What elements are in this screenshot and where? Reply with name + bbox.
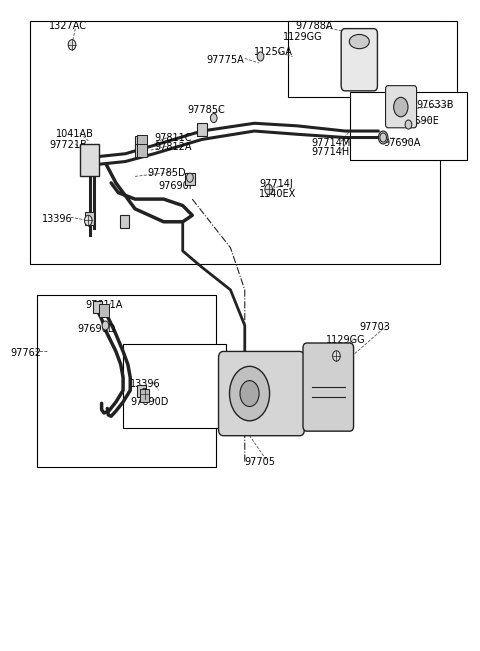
Bar (137, 135, 147, 148)
Bar (197, 123, 206, 136)
Text: 1327AC: 1327AC (49, 21, 87, 31)
Text: 97721B: 97721B (49, 141, 87, 150)
Text: 1129GG: 1129GG (326, 335, 366, 345)
Circle shape (380, 133, 386, 142)
Text: 97762: 97762 (10, 348, 41, 358)
Text: 97703: 97703 (360, 322, 390, 332)
Circle shape (394, 98, 408, 117)
Bar (120, 215, 129, 229)
Text: 1041AB: 1041AB (56, 130, 94, 139)
Bar (99, 304, 109, 317)
Text: 97812A: 97812A (154, 142, 192, 152)
Circle shape (333, 351, 340, 361)
FancyBboxPatch shape (385, 86, 417, 128)
Bar (94, 301, 102, 312)
Text: 97714H: 97714H (312, 146, 350, 157)
Circle shape (68, 40, 76, 50)
Bar (85, 212, 95, 225)
Bar (137, 144, 147, 157)
Bar (185, 173, 195, 186)
FancyBboxPatch shape (123, 344, 226, 428)
Text: 97690D: 97690D (78, 324, 116, 334)
Text: 97785D: 97785D (147, 168, 186, 178)
Text: 97714J: 97714J (259, 179, 293, 189)
Text: 97705: 97705 (245, 456, 276, 467)
Text: 1125GA: 1125GA (254, 47, 293, 57)
Text: 97633B: 97633B (417, 100, 454, 110)
FancyBboxPatch shape (30, 21, 441, 264)
Circle shape (187, 173, 193, 182)
Bar (137, 385, 146, 397)
FancyBboxPatch shape (350, 92, 467, 160)
Circle shape (141, 389, 148, 399)
Text: 97811A: 97811A (85, 299, 122, 310)
Circle shape (102, 321, 109, 330)
Text: 97690E: 97690E (402, 117, 439, 126)
Bar (140, 389, 149, 402)
Circle shape (210, 113, 217, 122)
FancyBboxPatch shape (37, 295, 216, 467)
Text: 97811C: 97811C (154, 133, 192, 143)
Text: 97714M: 97714M (312, 138, 351, 148)
Text: 13396: 13396 (130, 379, 161, 389)
Bar (80, 144, 99, 176)
FancyBboxPatch shape (341, 29, 377, 91)
FancyBboxPatch shape (218, 352, 304, 436)
Circle shape (229, 367, 270, 421)
Text: 97690D: 97690D (130, 397, 168, 407)
Circle shape (378, 131, 388, 144)
FancyBboxPatch shape (288, 21, 457, 98)
Text: 97788A: 97788A (295, 21, 332, 31)
Text: 13396: 13396 (42, 214, 72, 223)
Text: 97775A: 97775A (206, 55, 244, 64)
Circle shape (265, 184, 273, 195)
Bar (135, 144, 144, 157)
Text: 1129GG: 1129GG (283, 32, 323, 42)
Text: 1140EX: 1140EX (259, 189, 296, 199)
Text: 97690A: 97690A (383, 138, 420, 148)
Circle shape (257, 52, 264, 61)
Circle shape (240, 381, 259, 406)
Circle shape (405, 120, 412, 129)
Text: 97690F: 97690F (159, 181, 195, 191)
Text: 97785C: 97785C (188, 105, 225, 115)
Circle shape (84, 215, 92, 226)
FancyBboxPatch shape (303, 343, 354, 431)
Ellipse shape (349, 35, 369, 49)
Bar (135, 136, 144, 149)
